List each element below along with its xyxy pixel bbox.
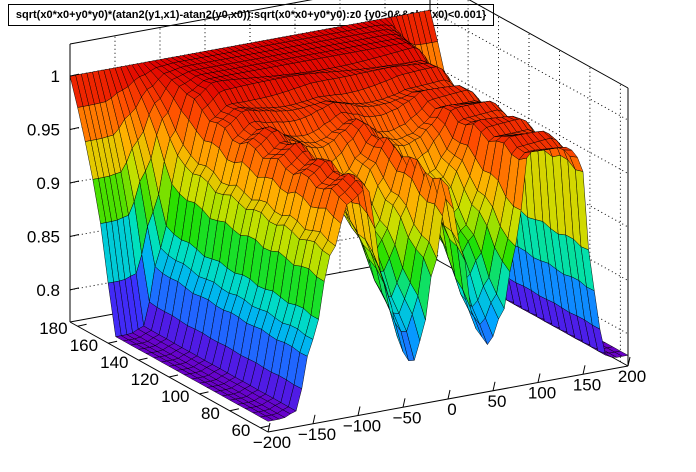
- z-tick-1: [69, 234, 80, 237]
- x-tick-8: [627, 356, 631, 367]
- x-tick-0: [267, 422, 271, 433]
- z-grid-side-2: [429, 116, 629, 228]
- x-tick-4: [447, 389, 451, 400]
- x-tick-label: −50: [393, 408, 422, 427]
- y-tick-label: 120: [131, 370, 159, 389]
- surface-mesh: [69, 9, 629, 422]
- y-tick-0: [260, 425, 270, 429]
- y-tick-label: 180: [39, 319, 67, 338]
- x-tick-label: −100: [343, 417, 381, 436]
- y-tick-label: 60: [231, 421, 250, 440]
- y-tick-label: 100: [161, 387, 189, 406]
- x-tick-7: [582, 365, 586, 375]
- y-tick-label: 80: [201, 404, 220, 423]
- z-tick-label: 1: [51, 67, 60, 86]
- back-top-edge: [69, 0, 313, 45]
- x-tick-6: [537, 373, 541, 383]
- z-tick-label: 0.8: [36, 281, 60, 300]
- x-tick-label: 0: [447, 400, 456, 419]
- x-tick-label: 200: [618, 367, 646, 386]
- x-tick-label: 50: [488, 392, 507, 411]
- x-tick-1: [312, 414, 316, 424]
- z-tick-0: [69, 287, 80, 291]
- x-tick-label: −150: [298, 425, 336, 444]
- z-grid-side-4: [429, 9, 629, 121]
- x-tick-label: −200: [253, 433, 291, 452]
- y-tick-1: [229, 408, 240, 412]
- y-tick-5: [107, 340, 118, 344]
- z-grid-side-1: [429, 170, 629, 281]
- y-tick-label: 140: [100, 353, 128, 372]
- x-tick-2: [357, 406, 361, 416]
- x-tick-5: [492, 381, 496, 391]
- y-tick-3: [168, 374, 179, 378]
- side-top-edge: [468, 0, 629, 89]
- y-tick-4: [138, 357, 148, 361]
- x-tick-label: 100: [528, 384, 556, 403]
- z-tick-label: 0.9: [36, 174, 60, 193]
- z-tick-3: [69, 127, 80, 130]
- surface-cell: [614, 350, 629, 357]
- z-tick-4: [69, 73, 80, 77]
- z-tick-label: 0.95: [27, 121, 60, 140]
- y-tick-label: 160: [70, 336, 98, 355]
- z-grid-side-3: [429, 63, 629, 174]
- chart-title: sqrt(x0*x0+y0*y0)*(atan2(y1,x1)-atan2(y0…: [8, 4, 494, 26]
- z-tick-label: 0.85: [27, 228, 60, 247]
- y-tick-6: [77, 323, 87, 327]
- z-tick-2: [69, 180, 80, 184]
- x-tick-3: [402, 398, 406, 408]
- y-tick-2: [199, 391, 209, 395]
- x-tick-label: 150: [573, 375, 601, 394]
